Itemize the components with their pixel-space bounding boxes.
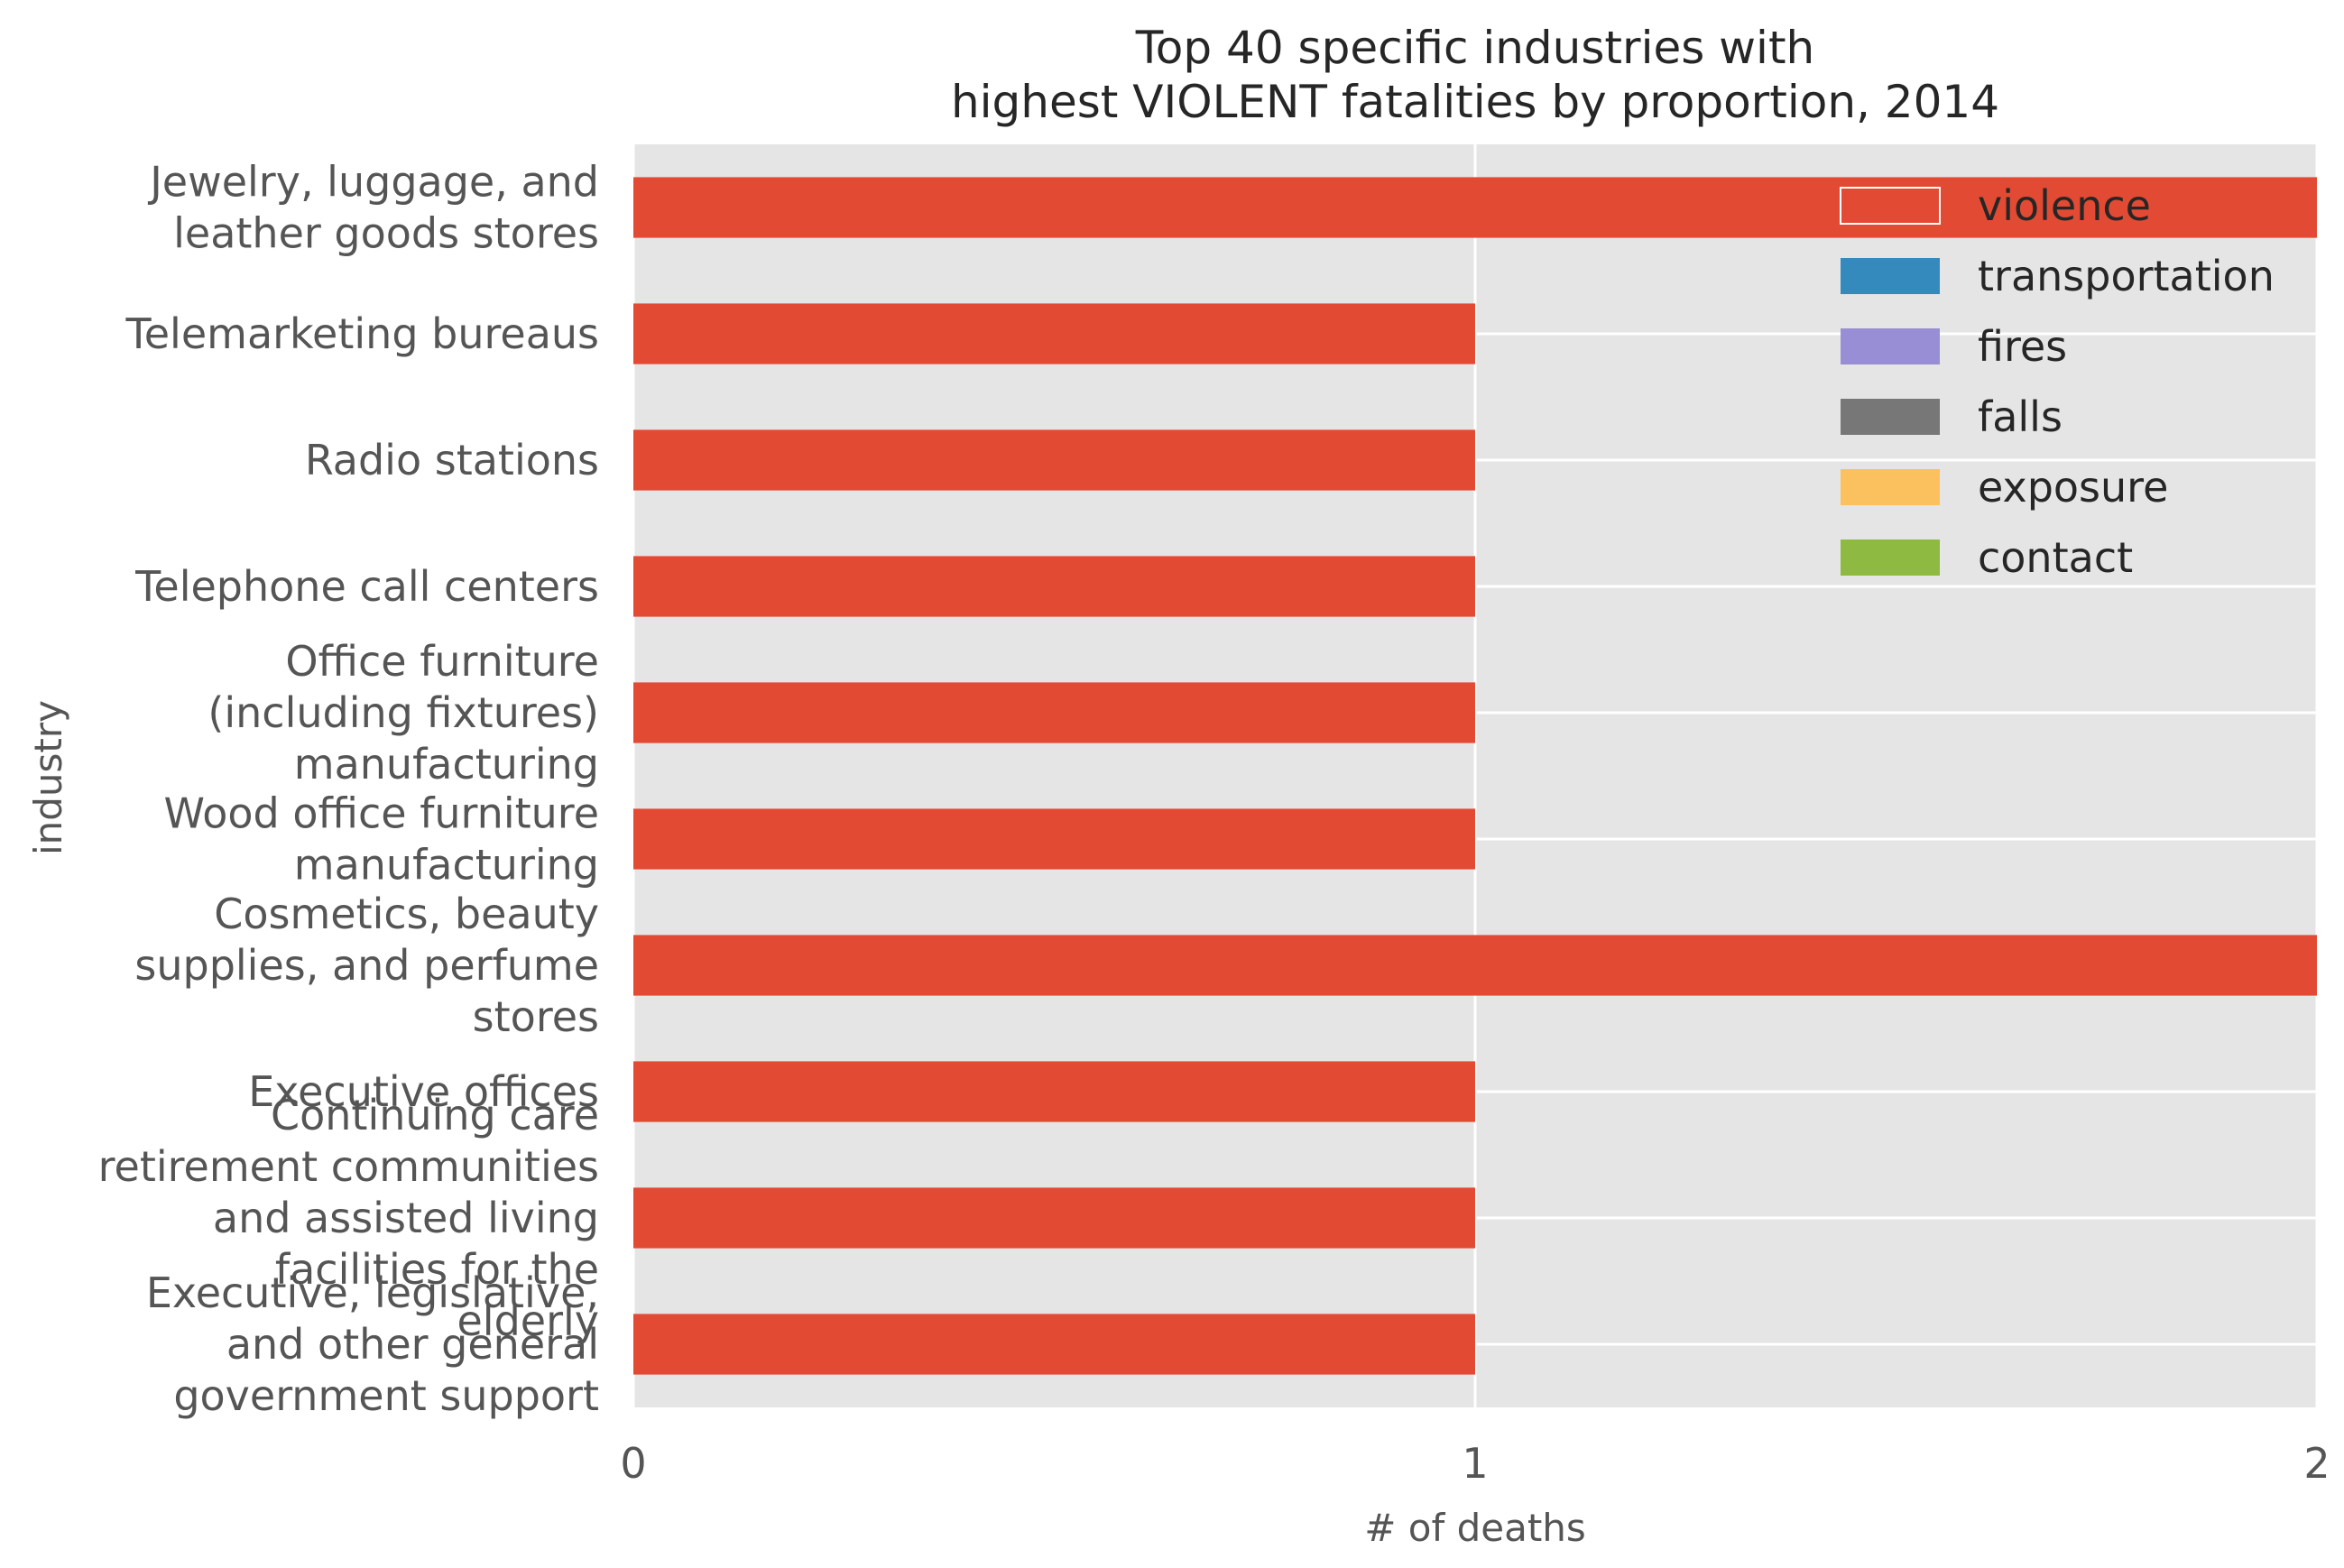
x-tick-label: 0: [620, 1439, 646, 1488]
y-tick-label: Telemarketing bureaus: [125, 309, 599, 358]
x-tick-label: 2: [2303, 1439, 2330, 1488]
y-tick-label-line: manufacturing: [294, 740, 599, 789]
y-tick-label-line: Continuing care: [271, 1091, 599, 1139]
y-tick-label: Wood office furniture manufacturing: [163, 789, 599, 890]
bar-violence: [633, 808, 1475, 870]
bar-violence: [633, 682, 1475, 743]
bar-violence: [633, 1187, 1475, 1249]
y-tick-labels: Jewelry, luggage, and leather goods store…: [98, 158, 599, 1421]
y-tick-label-line: leather goods stores: [173, 209, 599, 258]
legend-label-violence: violence: [1978, 181, 2151, 230]
y-tick-label-line: stores: [473, 992, 599, 1041]
y-tick-label: Office furniture (including fixtures) manu…: [208, 637, 599, 789]
y-tick-label-line: Executive offices: [248, 1067, 599, 1116]
legend-label-exposure: exposure: [1978, 463, 2168, 512]
y-tick-label: Jewelry, luggage, and leather goods store…: [147, 158, 599, 258]
chart-title-line: Top 40 specific industries with: [1135, 22, 1815, 74]
bar-violence: [633, 935, 2317, 996]
y-tick-label-line: manufacturing: [294, 841, 599, 890]
y-tick-label-line: elderly: [457, 1296, 600, 1345]
bar-violence: [633, 1314, 1475, 1375]
y-tick-label-line: supplies, and perfume: [134, 941, 599, 990]
y-tick-label-line: government support: [173, 1371, 599, 1420]
y-tick-label-line: Telemarketing bureaus: [125, 309, 599, 358]
y-axis-label: industry: [26, 700, 70, 855]
y-tick-label-line: retirement communities: [98, 1142, 599, 1191]
legend-label-fires: fires: [1978, 322, 2067, 371]
legend-swatch-violence: [1840, 187, 1941, 225]
y-tick-label: Cosmetics, beauty supplies, and perfume st…: [134, 890, 599, 1041]
bar-violence: [633, 303, 1475, 364]
legend-swatch-falls: [1841, 399, 1940, 435]
legend-swatch-transportation: [1841, 258, 1940, 294]
bars-layer: [633, 177, 2317, 1375]
bar-violence: [633, 177, 2317, 238]
y-tick-label-line: Wood office furniture: [163, 789, 599, 838]
legend-label-transportation: transportation: [1978, 252, 2275, 300]
x-tick-label: 1: [1462, 1439, 1488, 1488]
y-tick-label: Continuing care retirement communities and…: [98, 1091, 599, 1345]
y-tick-label: Executive offices: [248, 1067, 599, 1116]
y-tick-label-line: Telephone call centers: [134, 562, 599, 611]
legend: violence transportation fires falls exposure…: [1840, 181, 2275, 582]
bar-violence: [633, 429, 1475, 491]
chart-title-line: highest VIOLENT fatalities by proportion…: [951, 76, 1999, 128]
y-tick-label-line: Executive, legislative,: [146, 1268, 599, 1317]
legend-swatch-contact: [1841, 540, 1940, 576]
y-tick-label-line: facilities for the: [275, 1245, 599, 1294]
y-tick-label: Telephone call centers: [134, 562, 599, 611]
y-tick-label-line: Cosmetics, beauty: [214, 890, 599, 938]
legend-label-contact: contact: [1978, 533, 2133, 582]
y-tick-label-line: Office furniture: [285, 637, 599, 686]
y-tick-label-line: (including fixtures): [208, 688, 599, 737]
legend-swatch-fires: [1841, 328, 1940, 364]
chart-title: Top 40 specific industries with highest V…: [951, 22, 1999, 128]
x-axis-label: # of deaths: [1364, 1506, 1586, 1550]
y-tick-label-line: and assisted living: [213, 1194, 599, 1242]
legend-swatch-exposure: [1841, 469, 1940, 505]
bar-violence: [633, 556, 1475, 617]
y-tick-label: Radio stations: [305, 436, 599, 484]
x-tick-labels: 0 1 2: [620, 1439, 2330, 1488]
bar-violence: [633, 1061, 1475, 1122]
y-tick-label: Executive, legislative, and other general…: [146, 1268, 599, 1420]
y-tick-label-line: Radio stations: [305, 436, 599, 484]
legend-label-falls: falls: [1978, 392, 2063, 441]
y-tick-label-line: and other general: [226, 1320, 599, 1369]
y-tick-label-line: Jewelry, luggage, and: [147, 158, 599, 207]
